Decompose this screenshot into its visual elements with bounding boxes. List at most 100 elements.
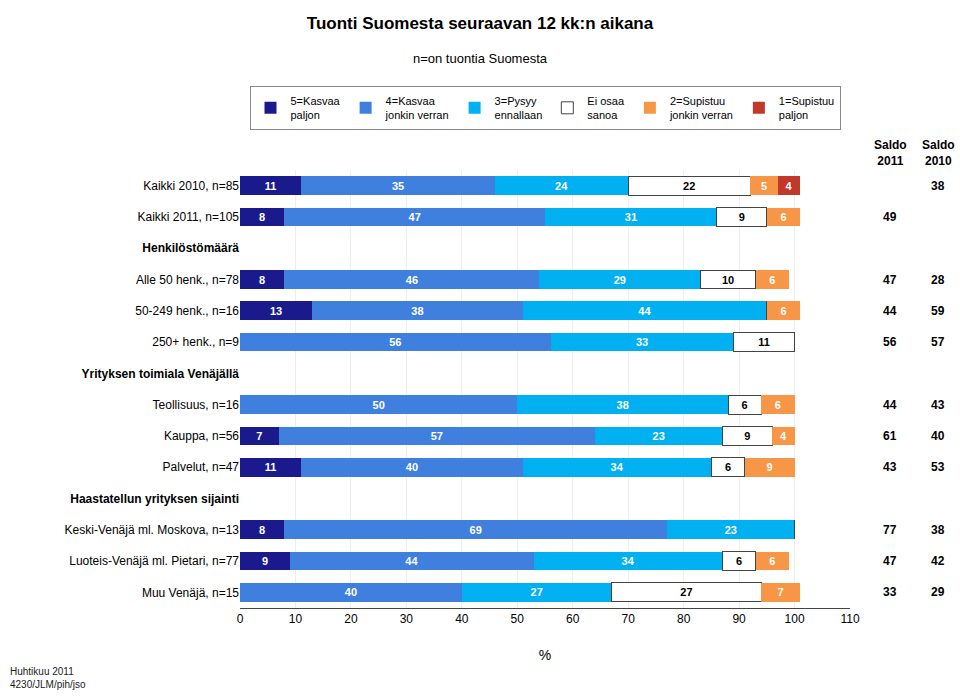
svg-text:Teollisuus, n=16: Teollisuus, n=16 [153,398,240,412]
svg-text:38: 38 [931,523,945,537]
svg-text:Haastatellun yrityksen sijaint: Haastatellun yrityksen sijainti [70,492,239,506]
svg-text:50-249 henk., n=16: 50-249 henk., n=16 [135,304,239,318]
svg-text:44: 44 [883,398,897,412]
svg-text:33: 33 [883,585,897,599]
svg-text:n=on tuontia Suomesta: n=on tuontia Suomesta [413,51,548,66]
svg-text:Tuonti Suomesta seuraavan 12 k: Tuonti Suomesta seuraavan 12 kk:n aikana [307,14,654,33]
svg-text:57: 57 [431,430,443,442]
svg-text:7: 7 [778,586,784,598]
svg-text:22: 22 [683,180,695,192]
svg-text:30: 30 [400,612,414,626]
svg-text:5: 5 [761,180,767,192]
svg-text:44: 44 [638,305,651,317]
svg-text:6: 6 [736,555,742,567]
svg-text:4: 4 [786,180,793,192]
svg-text:47: 47 [409,211,421,223]
svg-text:43: 43 [883,460,897,474]
svg-text:0: 0 [237,612,244,626]
svg-text:40: 40 [406,461,418,473]
svg-text:70: 70 [622,612,636,626]
svg-text:9: 9 [744,430,750,442]
svg-text:53: 53 [931,460,945,474]
svg-text:40: 40 [455,612,469,626]
svg-text:Alle 50 henk., n=78: Alle 50 henk., n=78 [136,273,239,287]
svg-text:44: 44 [883,304,897,318]
svg-text:3=Pysyyennallaan: 3=Pysyyennallaan [495,95,543,121]
svg-text:46: 46 [406,274,418,286]
svg-text:6: 6 [742,399,748,411]
svg-text:110: 110 [840,612,859,626]
svg-text:100: 100 [785,612,805,626]
svg-text:59: 59 [931,304,945,318]
svg-text:49: 49 [883,210,897,224]
svg-text:80: 80 [677,612,691,626]
svg-text:5=Kasvaapaljon: 5=Kasvaapaljon [291,95,341,121]
svg-text:Yrityksen toimiala Venäjällä: Yrityksen toimiala Venäjällä [82,367,240,381]
svg-text:8: 8 [259,274,265,286]
svg-text:10: 10 [722,274,734,286]
svg-text:47: 47 [883,554,897,568]
svg-text:8: 8 [259,211,265,223]
svg-text:57: 57 [931,335,945,349]
svg-text:38: 38 [411,305,423,317]
svg-text:9: 9 [262,555,268,567]
svg-text:56: 56 [389,336,401,348]
svg-text:40: 40 [931,429,945,443]
svg-text:Henkilöstömäärä: Henkilöstömäärä [142,241,239,255]
svg-text:250+ henk., n=9: 250+ henk., n=9 [152,335,239,349]
svg-text:20: 20 [344,612,358,626]
svg-text:Huhtikuu 20114230/JLM/pih/jso: Huhtikuu 20114230/JLM/pih/jso [10,666,86,690]
svg-text:4: 4 [780,430,787,442]
svg-text:Kauppa, n=56: Kauppa, n=56 [164,429,239,443]
svg-text:27: 27 [680,586,692,598]
svg-text:38: 38 [617,399,629,411]
svg-text:8: 8 [259,524,265,536]
svg-text:6: 6 [769,274,775,286]
svg-text:4=Kasvaajonkin verran: 4=Kasvaajonkin verran [385,95,449,121]
svg-text:6: 6 [780,305,786,317]
svg-text:38: 38 [931,179,945,193]
svg-text:69: 69 [470,524,482,536]
svg-text:29: 29 [614,274,626,286]
svg-text:13: 13 [270,305,282,317]
svg-text:Keski-Venäjä ml. Moskova, n=13: Keski-Venäjä ml. Moskova, n=13 [65,523,240,537]
svg-text:Luoteis-Venäjä ml. Pietari, n=: Luoteis-Venäjä ml. Pietari, n=77 [69,554,239,568]
svg-text:2=Supistuujonkin verran: 2=Supistuujonkin verran [669,95,733,121]
svg-text:50: 50 [373,399,385,411]
svg-text:29: 29 [931,585,945,599]
svg-text:7: 7 [256,430,262,442]
svg-text:6: 6 [775,399,781,411]
svg-text:23: 23 [725,524,737,536]
svg-text:11: 11 [758,336,770,348]
svg-text:33: 33 [636,336,648,348]
svg-text:Palvelut, n=47: Palvelut, n=47 [163,460,240,474]
svg-text:%: % [539,647,551,663]
svg-text:11: 11 [265,461,277,473]
svg-text:44: 44 [405,555,418,567]
svg-text:28: 28 [931,273,945,287]
svg-text:35: 35 [392,180,404,192]
svg-text:47: 47 [883,273,897,287]
svg-text:43: 43 [931,398,945,412]
svg-text:42: 42 [931,554,945,568]
svg-text:9: 9 [767,461,773,473]
svg-text:31: 31 [625,211,637,223]
svg-text:1=Supistuupaljon: 1=Supistuupaljon [779,95,834,121]
svg-text:Kaikki 2010, n=85: Kaikki 2010, n=85 [143,179,239,193]
svg-text:6: 6 [725,461,731,473]
svg-text:27: 27 [531,586,543,598]
svg-text:10: 10 [289,612,303,626]
svg-text:50: 50 [511,612,525,626]
svg-text:40: 40 [345,586,357,598]
svg-text:Kaikki 2011, n=105: Kaikki 2011, n=105 [137,210,239,224]
svg-text:23: 23 [653,430,665,442]
svg-text:Saldo2010: Saldo2010 [922,138,955,168]
svg-text:34: 34 [611,461,624,473]
svg-text:9: 9 [739,211,745,223]
svg-text:6: 6 [780,211,786,223]
svg-text:Saldo2011: Saldo2011 [874,138,907,168]
svg-text:61: 61 [883,429,897,443]
svg-text:77: 77 [883,523,897,537]
svg-text:11: 11 [265,180,277,192]
svg-text:24: 24 [555,180,568,192]
